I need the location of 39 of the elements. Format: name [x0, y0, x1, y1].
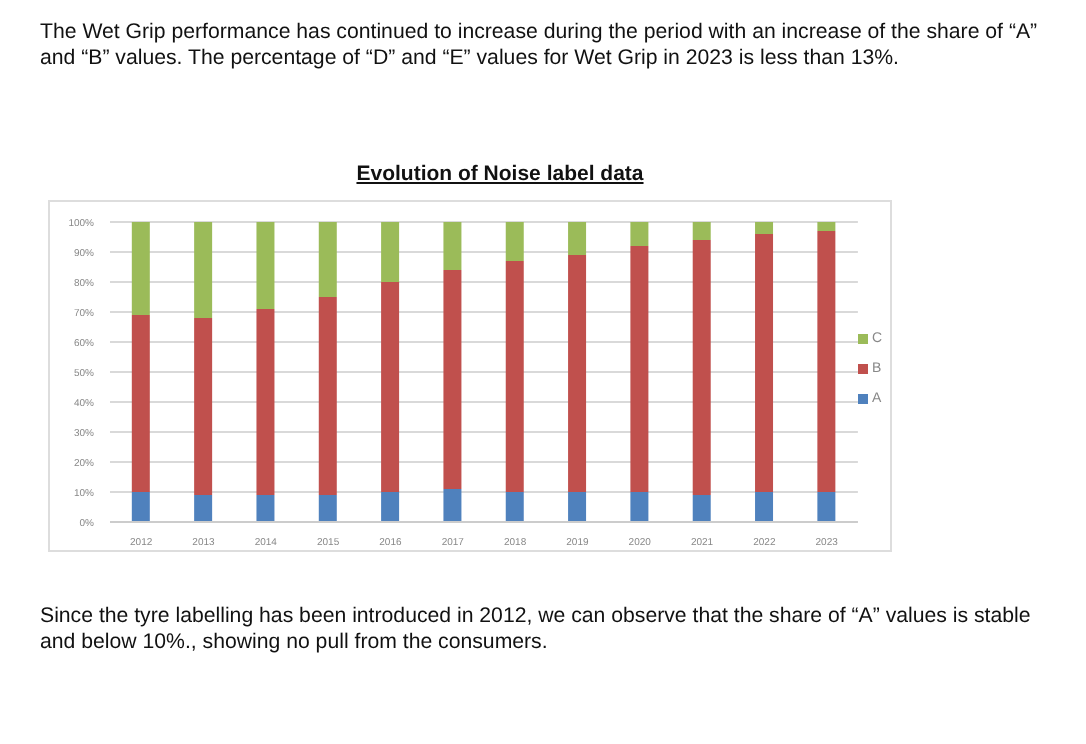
bar [443, 489, 462, 522]
bar [381, 282, 400, 492]
bar [630, 246, 649, 492]
bar [131, 492, 150, 522]
bar [505, 222, 524, 261]
bar [568, 222, 587, 255]
bar [568, 492, 587, 522]
bar [443, 222, 462, 270]
bar [256, 495, 275, 522]
text: The Wet Grip performance has continued to increase during the period with an increase of the share of “A” and “B” values. The percentage of “D” and “E” values for Wet Grip in 2023 is less than 13%. [40, 20, 1040, 72]
bar [256, 222, 275, 309]
bar [381, 222, 400, 282]
bar [256, 309, 275, 495]
bar [630, 492, 649, 522]
bar [381, 492, 400, 522]
bar [692, 222, 711, 240]
bar [318, 222, 337, 297]
bar [318, 297, 337, 495]
bar [692, 495, 711, 522]
bar [817, 231, 836, 492]
bar [630, 222, 649, 246]
chart-title: Evolution of Noise label data [354, 162, 646, 186]
bar [443, 270, 462, 489]
bar [131, 315, 150, 492]
bar [131, 222, 150, 315]
bar [817, 492, 836, 522]
bar [505, 261, 524, 492]
bar [755, 492, 774, 522]
text: Since the tyre labelling has been introduced in 2012, we can observe that the share of “A” values is stable and below 10%., showing no pull from the consumers. [40, 604, 1033, 656]
bar [318, 495, 337, 522]
bar [755, 234, 774, 492]
bar [692, 240, 711, 495]
bar [194, 222, 213, 318]
bar [505, 492, 524, 522]
bar [755, 222, 774, 234]
bar [194, 318, 213, 495]
bar [194, 495, 213, 522]
bar [817, 222, 836, 231]
bar [568, 255, 587, 492]
